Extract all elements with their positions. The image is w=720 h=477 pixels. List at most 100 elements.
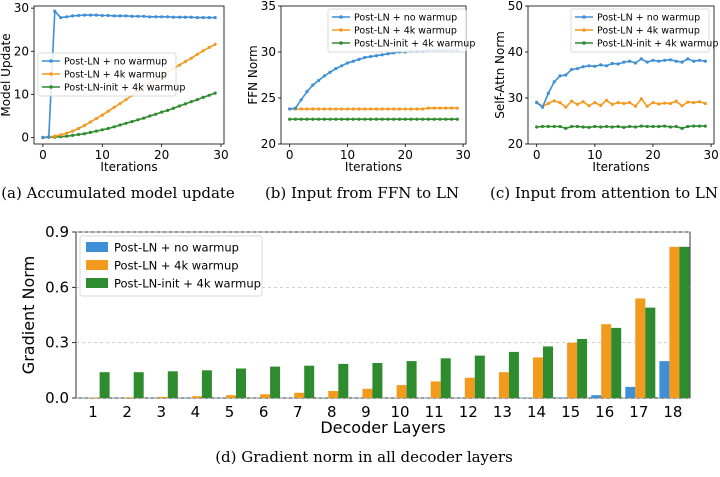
data-point-post-ln-no-warmup	[83, 14, 86, 17]
data-point-post-ln-init-4k-warmup	[340, 118, 343, 121]
bar-post-ln-4k-warmup	[90, 397, 100, 398]
data-point-post-ln-4k-warmup	[329, 107, 332, 110]
legend-label-post-ln-no-warmup: Post-LN + no warmup	[114, 241, 239, 255]
x-tick-label: 16	[595, 403, 614, 421]
data-point-post-ln-init-4k-warmup	[172, 107, 175, 110]
data-point-post-ln-4k-warmup	[564, 106, 567, 109]
data-point-post-ln-4k-warmup	[582, 100, 585, 103]
data-point-post-ln-no-warmup	[190, 16, 193, 19]
data-point-post-ln-init-4k-warmup	[593, 125, 596, 128]
bar-post-ln-init-4k-warmup	[679, 247, 689, 398]
legend-swatch-post-ln-4k-warmup	[86, 260, 108, 270]
caption-a: (a) Accumulated model update	[1, 184, 235, 202]
data-point-post-ln-init-4k-warmup	[142, 117, 145, 120]
data-point-post-ln-4k-warmup	[558, 101, 561, 104]
data-point-post-ln-no-warmup	[704, 60, 707, 63]
legend-marker-post-ln-init-4k-warmup	[49, 85, 53, 89]
data-point-post-ln-no-warmup	[553, 80, 556, 83]
data-point-post-ln-init-4k-warmup	[535, 125, 538, 128]
data-point-post-ln-4k-warmup	[421, 107, 424, 110]
data-point-post-ln-no-warmup	[317, 79, 320, 82]
data-point-post-ln-init-4k-warmup	[675, 125, 678, 128]
bar-post-ln-init-4k-warmup	[475, 356, 485, 398]
legend-label-post-ln-init-4k-warmup: Post-LN-init + 4k warmup	[354, 39, 475, 50]
legend-label-post-ln-4k-warmup: Post-LN + 4k warmup	[114, 259, 239, 273]
bar-post-ln-no-warmup	[557, 397, 567, 398]
data-point-post-ln-init-4k-warmup	[605, 125, 608, 128]
y-tick-label: 0.3	[45, 334, 69, 352]
data-point-post-ln-4k-warmup	[651, 101, 654, 104]
bar-post-ln-init-4k-warmup	[543, 346, 553, 398]
data-point-post-ln-no-warmup	[582, 65, 585, 68]
data-point-post-ln-init-4k-warmup	[329, 118, 332, 121]
x-tick-label: 14	[527, 403, 546, 421]
data-point-post-ln-4k-warmup	[398, 107, 401, 110]
x-tick-label: 12	[459, 403, 478, 421]
data-point-post-ln-4k-warmup	[553, 99, 556, 102]
data-point-post-ln-no-warmup	[148, 15, 151, 18]
data-point-post-ln-no-warmup	[617, 62, 620, 65]
data-point-post-ln-no-warmup	[675, 60, 678, 63]
data-point-post-ln-no-warmup	[587, 64, 590, 67]
data-point-post-ln-no-warmup	[130, 15, 133, 18]
y-tick-label: 40	[508, 45, 523, 59]
data-point-post-ln-init-4k-warmup	[71, 134, 74, 137]
data-point-post-ln-4k-warmup	[381, 107, 384, 110]
data-point-post-ln-init-4k-warmup	[311, 118, 314, 121]
data-point-post-ln-4k-warmup	[101, 114, 104, 117]
data-point-post-ln-4k-warmup	[415, 107, 418, 110]
caption-b: (b) Input from FFN to LN	[265, 184, 459, 202]
legend-label-post-ln-no-warmup: Post-LN + no warmup	[64, 57, 167, 68]
data-point-post-ln-no-warmup	[89, 14, 92, 17]
data-point-post-ln-init-4k-warmup	[190, 100, 193, 103]
data-point-post-ln-init-4k-warmup	[124, 122, 127, 125]
data-point-post-ln-4k-warmup	[190, 57, 193, 60]
data-point-post-ln-4k-warmup	[317, 107, 320, 110]
x-tick-label: 13	[493, 403, 512, 421]
data-point-post-ln-init-4k-warmup	[553, 125, 556, 128]
x-tick-label: 0	[533, 148, 541, 162]
y-tick-label: 20	[508, 137, 523, 151]
series-line-post-ln-init-4k-warmup	[43, 93, 215, 137]
legend-marker-post-ln-4k-warmup	[582, 28, 586, 32]
bar-post-ln-4k-warmup	[533, 357, 543, 398]
bar-post-ln-init-4k-warmup	[338, 364, 348, 398]
data-point-post-ln-no-warmup	[41, 136, 44, 139]
x-tick-label: 6	[259, 403, 269, 421]
data-point-post-ln-no-warmup	[340, 64, 343, 67]
data-point-post-ln-4k-warmup	[83, 124, 86, 127]
x-tick-label: 4	[191, 403, 201, 421]
y-tick-label: 50	[508, 0, 523, 13]
data-point-post-ln-no-warmup	[77, 14, 80, 17]
data-point-post-ln-no-warmup	[119, 14, 122, 17]
data-point-post-ln-4k-warmup	[599, 104, 602, 107]
bar-post-ln-no-warmup	[659, 361, 669, 398]
data-point-post-ln-no-warmup	[323, 74, 326, 77]
y-tick-label: 0.6	[45, 278, 69, 296]
series-line-post-ln-no-warmup	[537, 59, 706, 107]
data-point-post-ln-init-4k-warmup	[65, 135, 68, 138]
data-point-post-ln-init-4k-warmup	[640, 125, 643, 128]
data-point-post-ln-init-4k-warmup	[669, 125, 672, 128]
bar-post-ln-4k-warmup	[158, 397, 168, 398]
data-point-post-ln-init-4k-warmup	[381, 118, 384, 121]
data-point-post-ln-4k-warmup	[692, 101, 695, 104]
data-point-post-ln-init-4k-warmup	[107, 127, 110, 130]
data-point-post-ln-no-warmup	[172, 16, 175, 19]
bar-post-ln-no-warmup	[625, 387, 635, 398]
bar-post-ln-4k-warmup	[192, 396, 202, 398]
x-axis-label: Iterations	[592, 160, 649, 174]
data-point-post-ln-no-warmup	[622, 61, 625, 64]
series-line-post-ln-no-warmup	[290, 50, 458, 109]
data-point-post-ln-4k-warmup	[427, 107, 430, 110]
y-tick-label: 0.0	[45, 389, 69, 407]
data-point-post-ln-4k-warmup	[392, 107, 395, 110]
bar-post-ln-init-4k-warmup	[270, 367, 280, 398]
data-point-post-ln-no-warmup	[657, 60, 660, 63]
data-point-post-ln-init-4k-warmup	[438, 118, 441, 121]
data-point-post-ln-4k-warmup	[53, 135, 56, 138]
data-point-post-ln-4k-warmup	[547, 102, 550, 105]
data-point-post-ln-4k-warmup	[346, 107, 349, 110]
data-point-post-ln-4k-warmup	[71, 130, 74, 133]
